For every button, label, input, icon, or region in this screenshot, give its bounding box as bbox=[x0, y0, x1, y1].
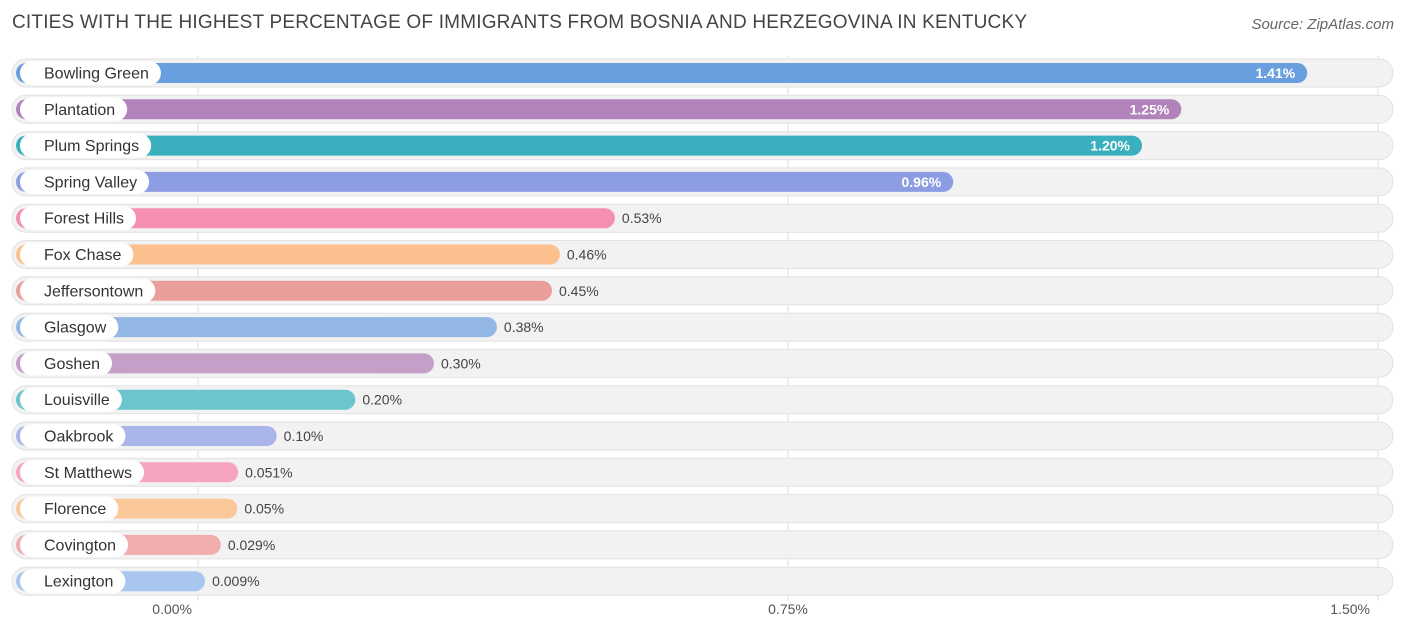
bar-track bbox=[11, 421, 1394, 451]
value-label: 0.30% bbox=[441, 355, 481, 371]
category-label: Covington bbox=[44, 537, 116, 554]
category-label-pill bbox=[20, 206, 137, 231]
category-label: Glasgow bbox=[44, 320, 107, 337]
bar-track bbox=[11, 457, 1394, 487]
bar-row: Florence 0.05% bbox=[11, 494, 1394, 524]
bar bbox=[16, 99, 1182, 120]
x-tick-label: 1.50% bbox=[1330, 601, 1370, 617]
category-label-pill bbox=[20, 133, 152, 158]
category-label-pill bbox=[20, 315, 119, 340]
bar-track bbox=[11, 385, 1394, 415]
category-label: Plantation bbox=[44, 102, 115, 119]
category-label-pill bbox=[20, 242, 134, 267]
category-label: Spring Valley bbox=[44, 174, 137, 191]
category-label: Forest Hills bbox=[44, 211, 124, 228]
bar-row: Forest Hills 0.53% bbox=[11, 203, 1394, 233]
value-label: 0.53% bbox=[622, 210, 662, 226]
value-label: 0.20% bbox=[362, 392, 402, 408]
category-label-pill bbox=[20, 97, 128, 122]
value-label: 1.25% bbox=[1130, 101, 1170, 117]
value-label: 0.45% bbox=[559, 283, 599, 299]
bar-row: Bowling Green 1.41% bbox=[11, 58, 1394, 88]
category-label-pill bbox=[20, 496, 119, 521]
category-label-pill bbox=[20, 387, 122, 412]
value-label: 0.05% bbox=[244, 501, 284, 517]
bar-row: Oakbrook 0.10% bbox=[11, 421, 1394, 451]
value-label: 0.029% bbox=[228, 537, 275, 553]
category-label-pill bbox=[20, 61, 161, 85]
category-label-pill bbox=[20, 569, 126, 594]
source-label: Source: ZipAtlas.com bbox=[1251, 16, 1394, 33]
bar-track bbox=[11, 530, 1394, 560]
value-label: 0.38% bbox=[504, 319, 544, 335]
bar bbox=[16, 244, 560, 265]
category-label-pill bbox=[20, 532, 129, 557]
x-tick-label: 0.00% bbox=[152, 601, 192, 617]
bar-row: Fox Chase 0.46% bbox=[11, 240, 1394, 269]
category-label-pill bbox=[20, 460, 145, 485]
bar-row: Jeffersontown 0.45% bbox=[11, 276, 1394, 306]
category-label: Florence bbox=[44, 501, 106, 518]
bar bbox=[16, 135, 1142, 156]
bar-row: Spring Valley 0.96% bbox=[11, 167, 1394, 197]
category-label-pill bbox=[20, 169, 150, 194]
category-label: Lexington bbox=[44, 574, 113, 591]
bar-rows: Bowling Green 1.41% Plantation 1.25% Plum Sp… bbox=[11, 58, 1394, 596]
bar bbox=[16, 317, 497, 338]
bar-row: Goshen 0.30% bbox=[11, 348, 1394, 378]
x-axis-ticks: 0.00% 0.75% 1.50% bbox=[152, 601, 1370, 617]
x-tick-label: 0.75% bbox=[768, 601, 808, 617]
bar-track bbox=[11, 566, 1394, 596]
bar-row: Glasgow 0.38% bbox=[11, 312, 1394, 342]
category-label-pill bbox=[20, 351, 113, 376]
category-label: Bowling Green bbox=[44, 66, 149, 83]
value-label: 1.41% bbox=[1255, 65, 1295, 81]
category-label: Plum Springs bbox=[44, 138, 139, 155]
bar-row: Louisville 0.20% bbox=[11, 385, 1394, 415]
chart-title: CITIES WITH THE HIGHEST PERCENTAGE OF IM… bbox=[12, 12, 1028, 33]
category-label: Fox Chase bbox=[44, 247, 121, 264]
value-label: 0.96% bbox=[901, 174, 941, 190]
bar-row: Plum Springs 1.20% bbox=[11, 131, 1394, 161]
category-label-pill bbox=[20, 278, 156, 303]
bar bbox=[16, 208, 615, 229]
bar-row: Plantation 1.25% bbox=[11, 94, 1394, 124]
value-label: 0.10% bbox=[284, 428, 324, 444]
category-label: Louisville bbox=[44, 392, 110, 409]
category-label: Oakbrook bbox=[44, 429, 114, 446]
bar bbox=[16, 63, 1308, 83]
value-label: 0.46% bbox=[567, 247, 607, 263]
bar bbox=[16, 171, 954, 192]
value-label: 0.051% bbox=[245, 464, 292, 480]
value-label: 1.20% bbox=[1090, 138, 1130, 154]
bar-track bbox=[11, 494, 1394, 524]
category-label-pill bbox=[20, 424, 126, 448]
bar-row: St Matthews 0.051% bbox=[11, 457, 1394, 487]
bar-row: Covington 0.029% bbox=[11, 530, 1394, 560]
bar bbox=[16, 353, 434, 374]
category-label: Goshen bbox=[44, 356, 100, 373]
bar-row: Lexington 0.009% bbox=[11, 566, 1394, 596]
category-label: St Matthews bbox=[44, 465, 132, 482]
category-label: Jeffersontown bbox=[44, 283, 143, 300]
value-label: 0.009% bbox=[212, 573, 259, 589]
